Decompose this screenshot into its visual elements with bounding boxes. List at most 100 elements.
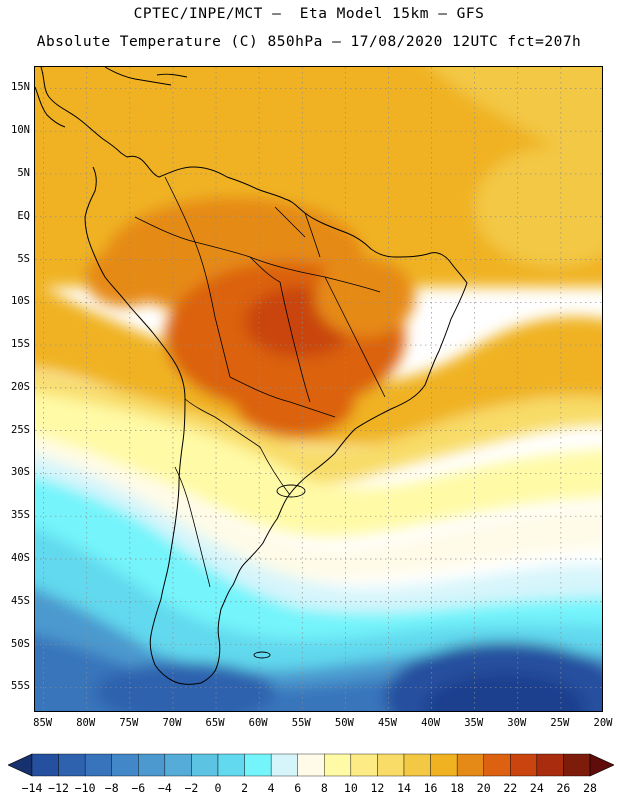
- longitude-label: 65W: [205, 717, 225, 729]
- latitude-label: 15N: [11, 81, 30, 94]
- warm-blob-central-america: [35, 67, 135, 157]
- colorbar-tick-label: 14: [397, 781, 411, 795]
- warm-band-atlantic: [431, 67, 602, 171]
- lagoa-dos-patos: [276, 484, 306, 498]
- cold-core-atlantic-center: [425, 672, 585, 711]
- latitude-label: 25S: [11, 423, 30, 436]
- longitude-label: 35W: [464, 717, 484, 729]
- colorbar-swatch: [58, 753, 86, 777]
- colorbar-tick-label: −4: [157, 781, 172, 795]
- colorbar-swatch: [456, 753, 484, 777]
- colorbar-swatch: [297, 753, 325, 777]
- border-7: [324, 276, 386, 398]
- longitude-label: 20W: [593, 717, 613, 729]
- colorbar-under-arrow: [7, 753, 33, 777]
- latitude-label: 5N: [17, 166, 30, 179]
- longitude-label: 25W: [550, 717, 570, 729]
- colorbar-swatch: [483, 753, 511, 777]
- band-10c: [35, 391, 602, 537]
- longitude-label: 40W: [421, 717, 441, 729]
- colorbar-swatch: [244, 753, 272, 777]
- colorbar-tick-label: −6: [131, 781, 146, 795]
- colorbar-tick-label: −8: [104, 781, 119, 795]
- border-2: [164, 176, 196, 243]
- border-10: [174, 466, 211, 588]
- latitude-label: 35S: [11, 509, 30, 522]
- colorbar-swatch: [84, 753, 112, 777]
- map-title-line1: CPTEC/INPE/MCT – Eta Model 15km – GFS: [133, 6, 485, 22]
- colorbar-swatch: [138, 753, 166, 777]
- colorbar-tick-label: 8: [320, 781, 328, 795]
- longitude-label: 60W: [248, 717, 268, 729]
- country-borders: [134, 176, 386, 588]
- mild-blob-atlantic: [475, 147, 602, 267]
- colorbar-swatch: [270, 753, 298, 777]
- islands: [156, 73, 306, 659]
- colorbar-tick-label: 20: [476, 781, 491, 795]
- island-caribbean: [156, 73, 188, 78]
- latitude-label: 5S: [17, 252, 30, 265]
- temperature-colorbar: [7, 752, 615, 778]
- colorbar-swatch: [510, 753, 538, 777]
- latitude-label: EQ: [17, 209, 30, 222]
- latitude-label: 50S: [11, 637, 30, 650]
- band-6c: [35, 435, 602, 580]
- colorbar-swatch: [164, 753, 192, 777]
- colorbar-tick-label: 16: [423, 781, 438, 795]
- longitude-label: 75W: [119, 717, 139, 729]
- band-18c: [35, 283, 602, 445]
- colorbar-tick-label: −2: [184, 781, 199, 795]
- colorbar-tick-label: 22: [503, 781, 518, 795]
- colorbar-tick-label: 24: [529, 781, 544, 795]
- colorbar-tick-label: 12: [370, 781, 385, 795]
- colorbar-swatch: [563, 753, 591, 777]
- border-6: [279, 281, 311, 403]
- latitude-label: 30S: [11, 466, 30, 479]
- colorbar-swatch: [377, 753, 405, 777]
- colorbar-swatch: [111, 753, 139, 777]
- longitude-label: 70W: [162, 717, 182, 729]
- coastline: [35, 67, 468, 685]
- temperature-map: [34, 66, 603, 712]
- colorbar-swatch: [191, 753, 219, 777]
- border-4: [229, 376, 336, 418]
- colorbar-swatch: [403, 753, 431, 777]
- colorbar-over-arrow: [589, 753, 615, 777]
- latitude-label: 20S: [11, 380, 30, 393]
- warm-blob-andes-north: [85, 247, 165, 307]
- colorbar-tick-label: 28: [583, 781, 597, 795]
- border-3: [194, 241, 231, 378]
- central-america-coast: [35, 86, 66, 128]
- colorbar-tick-label: 10: [343, 781, 358, 795]
- cold-zone-patagonia: [95, 662, 275, 711]
- colorbar-tick-label: −10: [74, 781, 96, 795]
- longitude-label: 55W: [291, 717, 311, 729]
- colorbar-tick-label: 4: [267, 781, 275, 795]
- colorbar-tick-label: 2: [241, 781, 249, 795]
- map-title-line2: Absolute Temperature (C) 850hPa – 17/08/…: [36, 34, 582, 50]
- border-11: [274, 206, 306, 238]
- longitude-label: 80W: [76, 717, 96, 729]
- longitude-label: 30W: [507, 717, 527, 729]
- colorbar-swatch: [217, 753, 245, 777]
- latitude-label: 15S: [11, 338, 30, 351]
- border-9: [259, 446, 291, 496]
- border-5: [249, 256, 381, 293]
- colorbar-tick-label: 26: [556, 781, 571, 795]
- border-8: [184, 398, 261, 448]
- latitude-label: 40S: [11, 551, 30, 564]
- colorbar-swatch: [536, 753, 564, 777]
- south-america-coast: [40, 67, 468, 685]
- warm-blob-northeast-brazil: [315, 257, 415, 337]
- latitude-label: 55S: [11, 680, 30, 693]
- latitude-label: 45S: [11, 594, 30, 607]
- caribbean-coast: [104, 67, 172, 86]
- colorbar-swatch: [324, 753, 352, 777]
- colorbar-tick-label: −14: [21, 781, 43, 795]
- longitude-label: 85W: [33, 717, 53, 729]
- colorbar-swatch: [31, 753, 59, 777]
- latitude-label: 10S: [11, 295, 30, 308]
- island-falklands: [253, 651, 271, 659]
- colorbar-tick-label: 6: [294, 781, 302, 795]
- longitude-label: 45W: [377, 717, 397, 729]
